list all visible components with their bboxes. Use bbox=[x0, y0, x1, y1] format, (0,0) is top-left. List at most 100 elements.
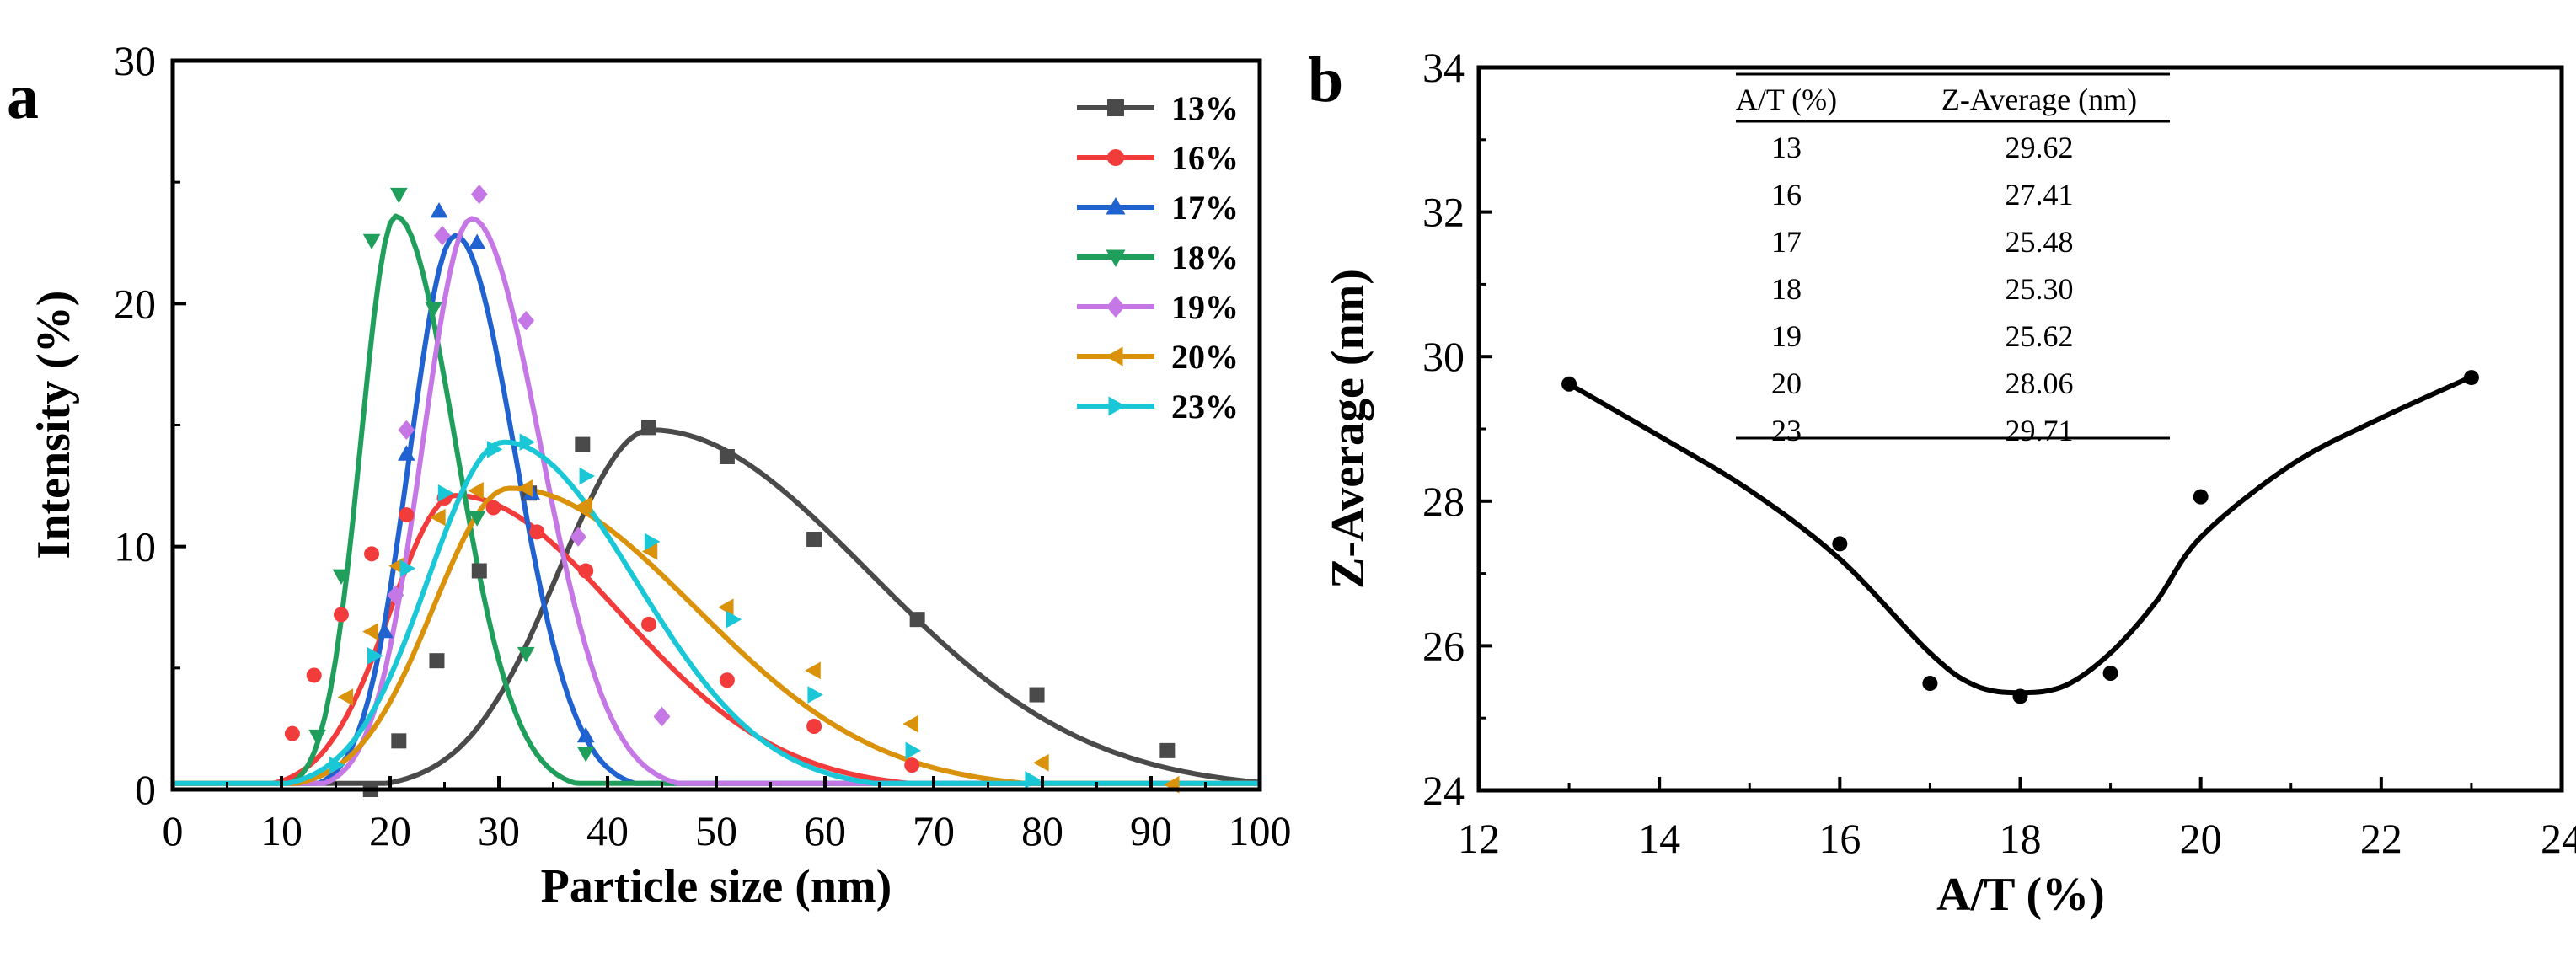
fit-curve-line bbox=[1567, 374, 2473, 696]
series-19pct-point-6 bbox=[653, 706, 671, 727]
table-cell-r5-c1: 28.06 bbox=[2006, 367, 2074, 400]
series-23pct-point-10 bbox=[905, 741, 921, 760]
panel-b-label: b bbox=[1308, 45, 1343, 115]
series-19pct-point-4 bbox=[517, 310, 535, 331]
x-tick-label-20: 20 bbox=[369, 807, 411, 854]
series-13pct-point-7 bbox=[719, 448, 735, 464]
panel-a-curves bbox=[173, 213, 1261, 786]
series-20pct-point-9 bbox=[805, 661, 821, 680]
b-y-tick-label-34: 34 bbox=[1422, 44, 1465, 91]
panel-a-label: a bbox=[7, 62, 39, 132]
table-cell-r3-c0: 18 bbox=[1771, 272, 1802, 306]
series-17pct-point-3 bbox=[468, 233, 486, 249]
series-13pct-point-3 bbox=[471, 563, 487, 579]
series-16pct-point-12 bbox=[904, 757, 920, 773]
series-18pct-point-5 bbox=[468, 511, 486, 527]
series-20pct-point-8 bbox=[718, 598, 734, 617]
series-16pct-point-0 bbox=[284, 725, 300, 741]
panel-a-y-axis-title: Intensity (%) bbox=[28, 291, 80, 559]
y-tick-label-20: 20 bbox=[114, 280, 156, 327]
series-19pct-point-1 bbox=[398, 420, 415, 440]
series-19pct-point-3 bbox=[470, 184, 488, 205]
series-23pct-point-1 bbox=[367, 647, 383, 665]
table-cell-r4-c1: 25.62 bbox=[2006, 319, 2074, 353]
table-cell-r1-c0: 16 bbox=[1771, 178, 1802, 211]
series-18pct-point-1 bbox=[332, 569, 351, 586]
legend-marker-17pct bbox=[1106, 197, 1126, 215]
series-13pct-point-5 bbox=[575, 436, 591, 452]
data-point-16 bbox=[1832, 536, 1848, 552]
panel-a-x-ticks: 0 10 20 30 40 50 60 70 80 90 100 bbox=[163, 776, 1292, 854]
b-x-tick-label-14: 14 bbox=[1638, 815, 1680, 862]
series-20pct-point-3 bbox=[430, 508, 446, 527]
data-point-13 bbox=[1561, 376, 1577, 392]
table-header-1: Z-Average (nm) bbox=[1941, 83, 2137, 116]
panel-b-y-ticks: 24 26 28 30 32 34 bbox=[1422, 44, 1492, 814]
series-23pct-point-5 bbox=[519, 433, 536, 452]
series-20pct-point-11 bbox=[1033, 753, 1049, 772]
x-tick-label-50: 50 bbox=[695, 807, 737, 854]
data-point-20 bbox=[2193, 489, 2209, 505]
series-17pct-point-1 bbox=[398, 445, 415, 461]
series-16pct-line bbox=[173, 493, 1260, 786]
panel-a-markers bbox=[284, 184, 1180, 797]
x-tick-label-70: 70 bbox=[913, 807, 955, 854]
panel-b-fit-curve bbox=[1567, 374, 2473, 696]
series-23pct-point-6 bbox=[579, 467, 595, 485]
x-tick-label-80: 80 bbox=[1021, 807, 1063, 854]
series-16pct-point-1 bbox=[306, 667, 322, 683]
panel-b-points bbox=[1561, 370, 2479, 704]
series-23pct-point-7 bbox=[644, 533, 661, 551]
b-y-tick-label-28: 28 bbox=[1422, 478, 1465, 525]
series-16pct-point-7 bbox=[529, 524, 545, 540]
table-cell-r5-c0: 20 bbox=[1771, 367, 1802, 400]
series-16pct-point-2 bbox=[333, 607, 349, 623]
series-13pct-point-1 bbox=[391, 733, 407, 749]
panel-a-plot-frame bbox=[170, 58, 1262, 792]
x-tick-label-0: 0 bbox=[163, 807, 184, 854]
series-17pct-point-0 bbox=[376, 622, 394, 639]
series-23pct-point-9 bbox=[807, 686, 823, 704]
legend-label-13pct: 13% bbox=[1171, 89, 1239, 127]
legend-label-19pct: 19% bbox=[1171, 288, 1239, 326]
series-18pct-point-2 bbox=[362, 233, 381, 250]
data-point-19 bbox=[2102, 666, 2118, 682]
series-13pct-point-6 bbox=[641, 420, 657, 436]
panel-a-x-axis-title: Particle size (nm) bbox=[541, 860, 892, 913]
table-cell-r2-c1: 25.48 bbox=[2006, 225, 2074, 259]
b-x-tick-label-12: 12 bbox=[1458, 815, 1500, 862]
x-tick-label-30: 30 bbox=[478, 807, 520, 854]
series-20pct-point-6 bbox=[576, 496, 592, 514]
b-y-tick-label-32: 32 bbox=[1422, 189, 1465, 236]
legend-label-23pct: 23% bbox=[1171, 388, 1239, 425]
table-cell-r0-c0: 13 bbox=[1771, 131, 1802, 164]
series-20pct-point-7 bbox=[641, 543, 658, 560]
table-cell-r1-c1: 27.41 bbox=[2006, 178, 2074, 211]
table-header-0: A/T (%) bbox=[1736, 83, 1837, 116]
legend-marker-23pct bbox=[1108, 396, 1126, 416]
series-17pct-line bbox=[173, 233, 1260, 786]
b-y-tick-label-26: 26 bbox=[1422, 622, 1465, 669]
x-tick-label-60: 60 bbox=[804, 807, 846, 854]
series-18pct-point-0 bbox=[308, 729, 326, 746]
panel-b-x-ticks: 12 14 16 18 20 22 24 bbox=[1458, 777, 2576, 862]
x-tick-label-100: 100 bbox=[1229, 807, 1292, 854]
series-20pct-point-1 bbox=[362, 623, 378, 640]
panel-a: a 0 10 20 30 40 50 60 70 80 90 100 0 10 20 30 Particl… bbox=[7, 37, 1292, 913]
panel-b-data-table: A/T (%) Z-Average (nm) 13 29.62 16 27.41 17 25.… bbox=[1736, 72, 2170, 447]
x-tick-label-40: 40 bbox=[586, 807, 629, 854]
data-point-18 bbox=[2012, 688, 2028, 704]
table-cell-r6-c0: 23 bbox=[1771, 414, 1802, 447]
legend-marker-18pct bbox=[1106, 249, 1126, 267]
b-y-tick-label-30: 30 bbox=[1422, 333, 1465, 380]
legend-label-16pct: 16% bbox=[1171, 139, 1239, 177]
series-23pct-point-4 bbox=[486, 440, 503, 458]
series-20pct-point-0 bbox=[337, 688, 354, 706]
legend-label-20pct: 20% bbox=[1171, 338, 1239, 376]
series-18pct-point-7 bbox=[576, 747, 595, 763]
b-x-tick-label-20: 20 bbox=[2180, 815, 2222, 862]
table-cell-r0-c1: 29.62 bbox=[2006, 131, 2074, 164]
series-20pct-point-5 bbox=[517, 479, 533, 497]
series-19pct-point-5 bbox=[570, 527, 587, 547]
series-19pct-point-0 bbox=[387, 585, 404, 606]
